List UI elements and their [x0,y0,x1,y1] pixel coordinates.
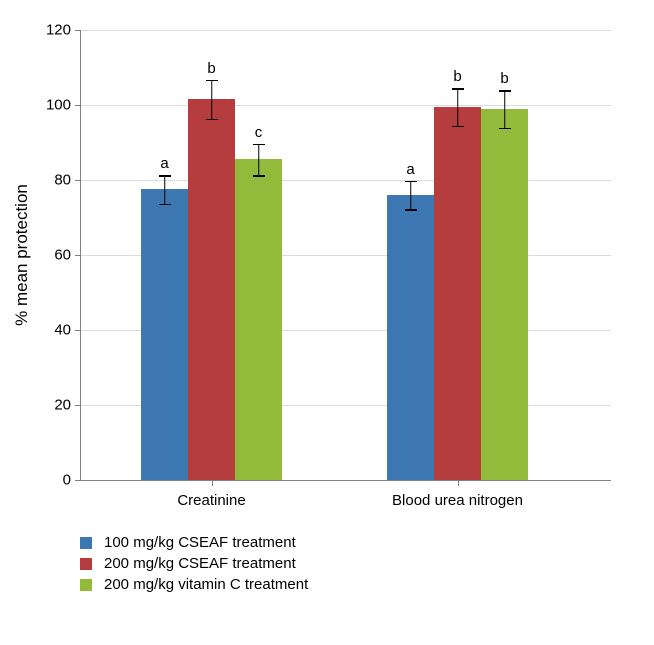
legend-label-2: 200 mg/kg vitamin C treatment [104,576,308,593]
error-bar [164,175,166,204]
y-tick [75,330,81,331]
legend-item-2: 200 mg/kg vitamin C treatment [70,576,308,593]
bar [481,109,528,480]
bar [434,107,481,480]
bar-significance-label: c [255,124,263,141]
y-tick [75,30,81,31]
y-tick-label: 40 [54,322,71,339]
error-cap [253,144,265,146]
chart-container: % mean protection 0 20 40 60 80 100 120 a b c Crea… [0,0,654,645]
gridline [81,105,611,106]
y-tick [75,405,81,406]
legend: 100 mg/kg CSEAF treatment 200 mg/kg CSEA… [70,530,308,597]
error-cap [405,209,417,211]
x-category-label: Creatinine [177,492,245,509]
legend-swatch-1 [80,558,92,570]
error-cap [452,126,464,128]
gridline [81,180,611,181]
error-cap [159,204,171,206]
legend-swatch-2 [80,579,92,591]
plot-area: 020406080100120abcCreatinineabbBlood ure… [80,30,611,481]
error-bar [410,181,412,210]
error-cap [499,128,511,130]
error-bar [504,90,506,128]
y-axis-title: % mean protection [12,184,32,326]
error-cap [159,175,171,177]
legend-item-1: 200 mg/kg CSEAF treatment [70,555,308,572]
error-cap [253,175,265,177]
y-tick [75,180,81,181]
x-tick [458,480,459,486]
x-category-label: Blood urea nitrogen [392,492,523,509]
bar [235,159,282,480]
y-tick-label: 80 [54,172,71,189]
legend-label-1: 200 mg/kg CSEAF treatment [104,555,296,572]
error-bar [258,144,260,176]
error-cap [405,181,417,183]
bar [188,99,235,480]
y-tick-label: 0 [63,472,71,489]
error-bar [211,80,213,119]
y-tick-label: 100 [46,97,71,114]
x-tick [212,480,213,486]
legend-label-0: 100 mg/kg CSEAF treatment [104,534,296,551]
legend-swatch-0 [80,537,92,549]
bar [387,195,434,480]
y-tick-label: 120 [46,22,71,39]
y-tick [75,105,81,106]
bar-significance-label: b [500,70,508,87]
bar [141,189,188,480]
gridline [81,30,611,31]
y-tick [75,480,81,481]
error-cap [206,119,218,121]
y-tick-label: 60 [54,247,71,264]
bar-significance-label: a [160,155,168,172]
error-cap [452,88,464,90]
bar-significance-label: b [453,68,461,85]
error-cap [206,80,218,82]
bar-significance-label: a [406,161,414,178]
error-bar [457,88,459,126]
bar-significance-label: b [207,60,215,77]
y-tick [75,255,81,256]
legend-item-0: 100 mg/kg CSEAF treatment [70,534,308,551]
error-cap [499,90,511,92]
y-tick-label: 20 [54,397,71,414]
